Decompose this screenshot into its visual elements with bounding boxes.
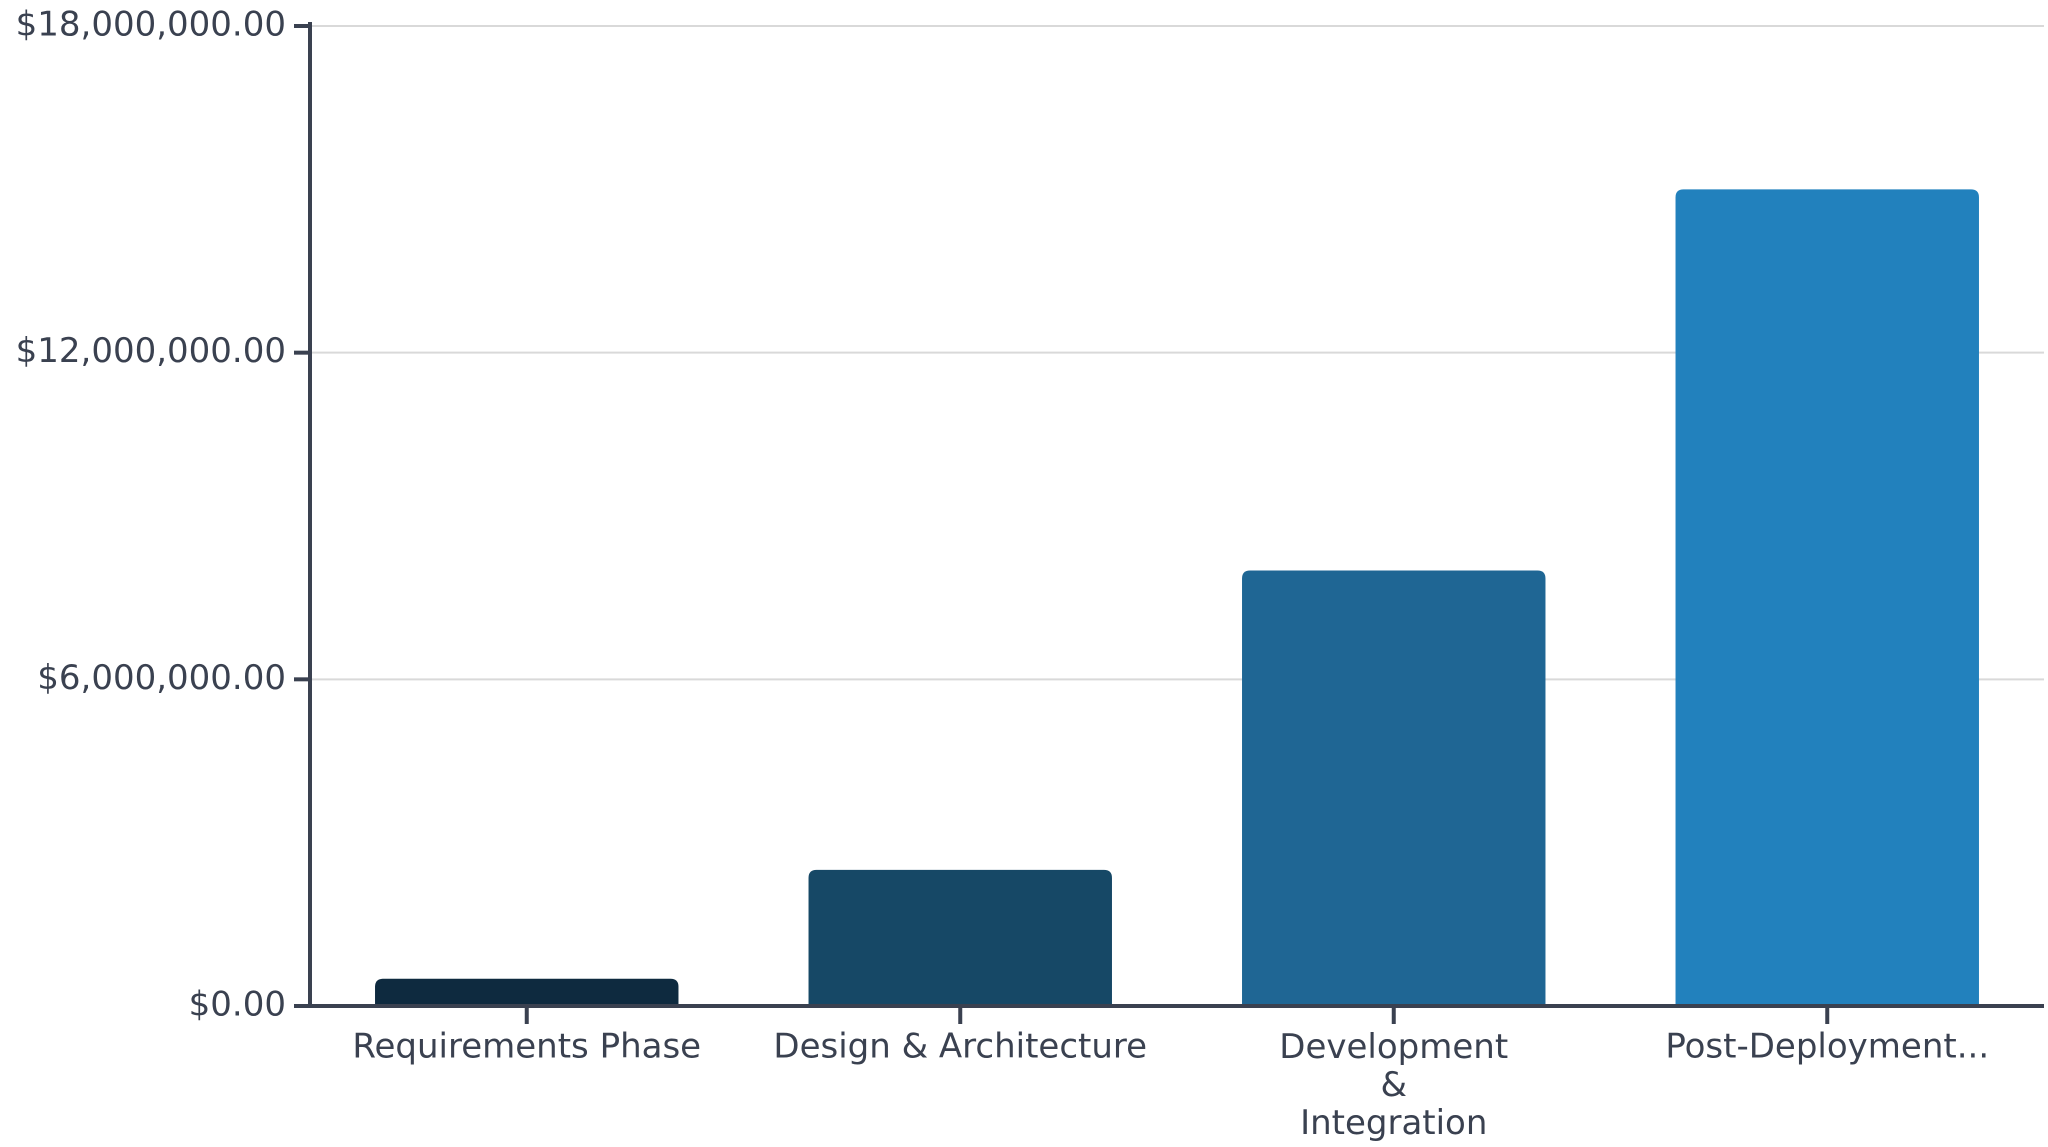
bar [808, 869, 1112, 1006]
y-tick-label: $12,000,000.00 [16, 331, 286, 371]
x-tick-label: Development & Integration [1279, 1027, 1508, 1143]
bar [375, 978, 679, 1006]
y-tick-label: $6,000,000.00 [37, 658, 286, 698]
y-tick-label: $0.00 [189, 985, 286, 1025]
x-tick-label: Requirements Phase [352, 1027, 701, 1067]
x-tick-label: Design & Architecture [773, 1027, 1147, 1067]
bar [1675, 189, 1979, 1007]
y-tick-label: $18,000,000.00 [16, 5, 286, 45]
x-tick-label: Post-Deployment... [1665, 1027, 1989, 1067]
bar [1242, 570, 1546, 1006]
